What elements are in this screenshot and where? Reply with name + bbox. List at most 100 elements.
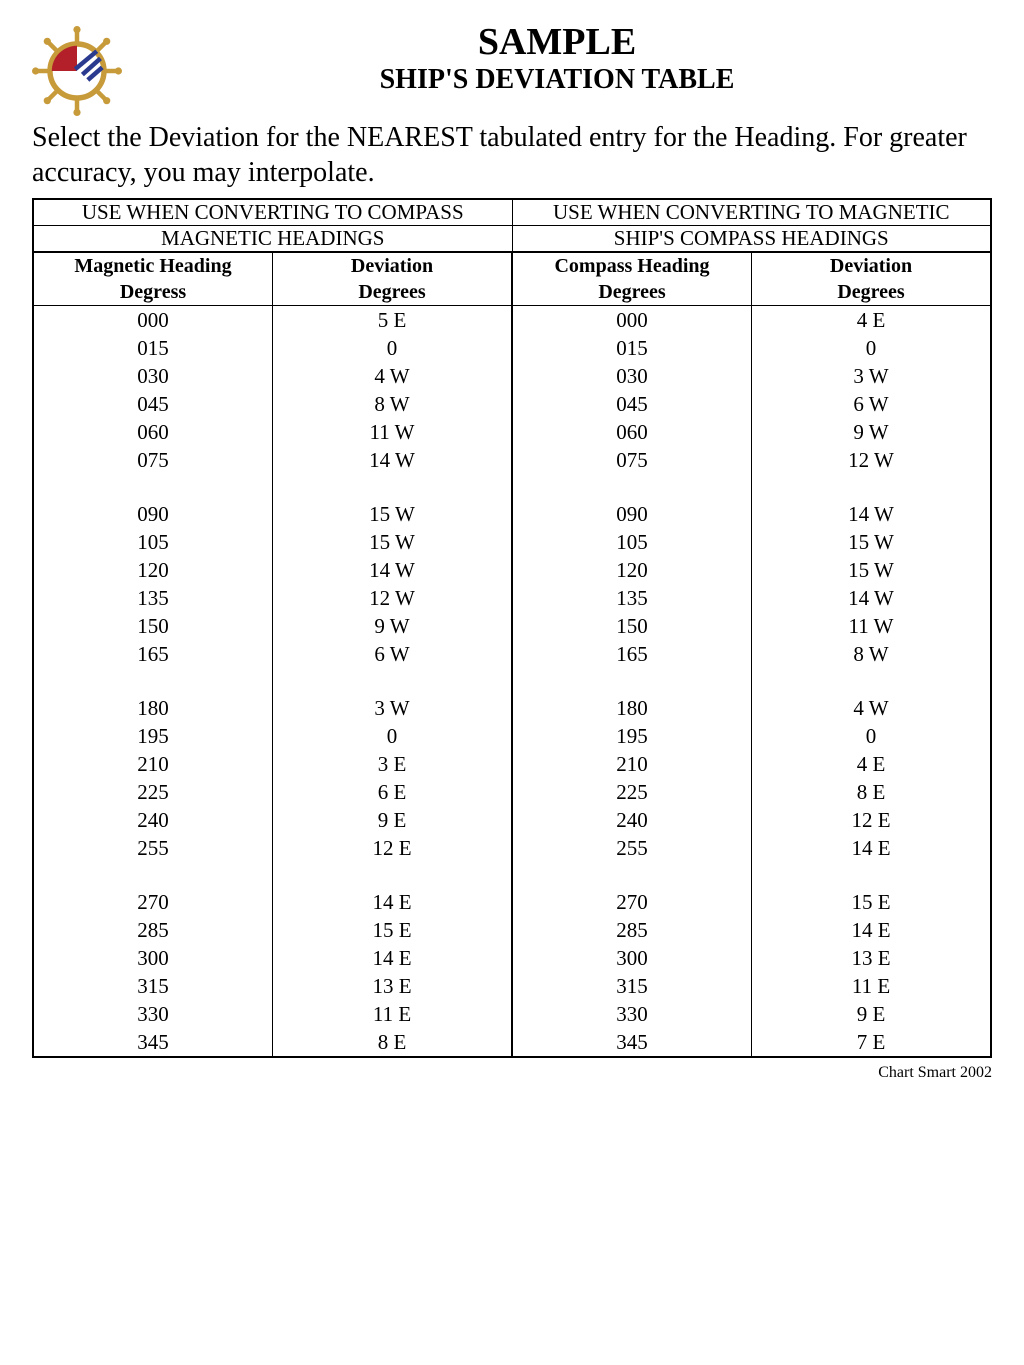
cell-md: 3 E bbox=[273, 750, 513, 778]
table-row: 27014 E27015 E bbox=[33, 888, 991, 916]
cell-md: 4 W bbox=[273, 362, 513, 390]
header: SAMPLE SHIP'S DEVIATION TABLE bbox=[32, 20, 992, 116]
cell-mh: 225 bbox=[33, 778, 273, 806]
spacer-cell bbox=[273, 668, 513, 694]
deviation-table: USE WHEN CONVERTING TO COMPASS USE WHEN … bbox=[32, 198, 992, 1058]
cell-ch: 270 bbox=[512, 888, 752, 916]
spacer-cell bbox=[752, 668, 992, 694]
cell-mh: 045 bbox=[33, 390, 273, 418]
spacer-row bbox=[33, 862, 991, 888]
cell-mh: 075 bbox=[33, 446, 273, 474]
cell-mh: 195 bbox=[33, 722, 273, 750]
cell-md: 12 E bbox=[273, 834, 513, 862]
cell-md: 8 W bbox=[273, 390, 513, 418]
spacer-cell bbox=[33, 668, 273, 694]
cell-mh: 000 bbox=[33, 306, 273, 335]
cell-mh: 060 bbox=[33, 418, 273, 446]
cell-mh: 120 bbox=[33, 556, 273, 584]
table-row: 0304 W0303 W bbox=[33, 362, 991, 390]
cell-cd: 13 E bbox=[752, 944, 992, 972]
table-row: 31513 E31511 E bbox=[33, 972, 991, 1000]
cell-md: 6 E bbox=[273, 778, 513, 806]
cell-md: 15 E bbox=[273, 916, 513, 944]
cell-md: 14 W bbox=[273, 446, 513, 474]
col-header-2: DeviationDegrees bbox=[273, 252, 513, 306]
cell-ch: 135 bbox=[512, 584, 752, 612]
col-header-3: Compass HeadingDegrees bbox=[512, 252, 752, 306]
cell-cd: 0 bbox=[752, 722, 992, 750]
section-header-row: USE WHEN CONVERTING TO COMPASS USE WHEN … bbox=[33, 199, 991, 226]
cell-mh: 180 bbox=[33, 694, 273, 722]
spacer-row bbox=[33, 668, 991, 694]
cell-cd: 14 E bbox=[752, 916, 992, 944]
cell-ch: 225 bbox=[512, 778, 752, 806]
cell-mh: 300 bbox=[33, 944, 273, 972]
table-row: 0458 W0456 W bbox=[33, 390, 991, 418]
table-row: 1509 W15011 W bbox=[33, 612, 991, 640]
title-table: SHIP'S DEVIATION TABLE bbox=[122, 64, 992, 96]
page: SAMPLE SHIP'S DEVIATION TABLE Select the… bbox=[32, 20, 992, 1082]
cell-md: 6 W bbox=[273, 640, 513, 668]
table-row: 12014 W12015 W bbox=[33, 556, 991, 584]
cell-cd: 0 bbox=[752, 334, 992, 362]
logo-wheel-icon bbox=[32, 26, 122, 116]
cell-cd: 3 W bbox=[752, 362, 992, 390]
table-row: 2103 E2104 E bbox=[33, 750, 991, 778]
cell-ch: 030 bbox=[512, 362, 752, 390]
cell-mh: 255 bbox=[33, 834, 273, 862]
cell-md: 3 W bbox=[273, 694, 513, 722]
table-row: 3458 E3457 E bbox=[33, 1028, 991, 1057]
footer-credit: Chart Smart 2002 bbox=[32, 1064, 992, 1082]
spacer-cell bbox=[512, 668, 752, 694]
cell-md: 15 W bbox=[273, 528, 513, 556]
spacer-cell bbox=[752, 862, 992, 888]
cell-md: 12 W bbox=[273, 584, 513, 612]
cell-mh: 210 bbox=[33, 750, 273, 778]
sub-header-right: SHIP'S COMPASS HEADINGS bbox=[512, 226, 991, 253]
cell-ch: 090 bbox=[512, 500, 752, 528]
cell-md: 11 E bbox=[273, 1000, 513, 1028]
cell-md: 8 E bbox=[273, 1028, 513, 1057]
cell-cd: 7 E bbox=[752, 1028, 992, 1057]
cell-cd: 14 E bbox=[752, 834, 992, 862]
cell-ch: 150 bbox=[512, 612, 752, 640]
spacer-row bbox=[33, 474, 991, 500]
cell-cd: 4 E bbox=[752, 306, 992, 335]
cell-cd: 15 W bbox=[752, 528, 992, 556]
title-sample: SAMPLE bbox=[122, 20, 992, 64]
cell-md: 14 W bbox=[273, 556, 513, 584]
cell-ch: 000 bbox=[512, 306, 752, 335]
cell-cd: 9 W bbox=[752, 418, 992, 446]
cell-cd: 11 E bbox=[752, 972, 992, 1000]
cell-mh: 345 bbox=[33, 1028, 273, 1057]
cell-ch: 285 bbox=[512, 916, 752, 944]
cell-cd: 15 W bbox=[752, 556, 992, 584]
table-row: 19501950 bbox=[33, 722, 991, 750]
cell-ch: 120 bbox=[512, 556, 752, 584]
cell-mh: 135 bbox=[33, 584, 273, 612]
cell-cd: 9 E bbox=[752, 1000, 992, 1028]
cell-mh: 030 bbox=[33, 362, 273, 390]
cell-mh: 105 bbox=[33, 528, 273, 556]
cell-mh: 315 bbox=[33, 972, 273, 1000]
cell-md: 9 W bbox=[273, 612, 513, 640]
cell-md: 15 W bbox=[273, 500, 513, 528]
cell-cd: 8 E bbox=[752, 778, 992, 806]
cell-ch: 105 bbox=[512, 528, 752, 556]
spacer-cell bbox=[512, 862, 752, 888]
cell-mh: 330 bbox=[33, 1000, 273, 1028]
table-row: 2256 E2258 E bbox=[33, 778, 991, 806]
cell-ch: 210 bbox=[512, 750, 752, 778]
title-block: SAMPLE SHIP'S DEVIATION TABLE bbox=[122, 20, 992, 96]
cell-ch: 060 bbox=[512, 418, 752, 446]
col-header-4: DeviationDegrees bbox=[752, 252, 992, 306]
cell-mh: 015 bbox=[33, 334, 273, 362]
cell-ch: 300 bbox=[512, 944, 752, 972]
cell-md: 14 E bbox=[273, 888, 513, 916]
table-row: 0005 E0004 E bbox=[33, 306, 991, 335]
table-row: 01500150 bbox=[33, 334, 991, 362]
cell-mh: 285 bbox=[33, 916, 273, 944]
cell-cd: 8 W bbox=[752, 640, 992, 668]
table-row: 10515 W10515 W bbox=[33, 528, 991, 556]
cell-ch: 075 bbox=[512, 446, 752, 474]
